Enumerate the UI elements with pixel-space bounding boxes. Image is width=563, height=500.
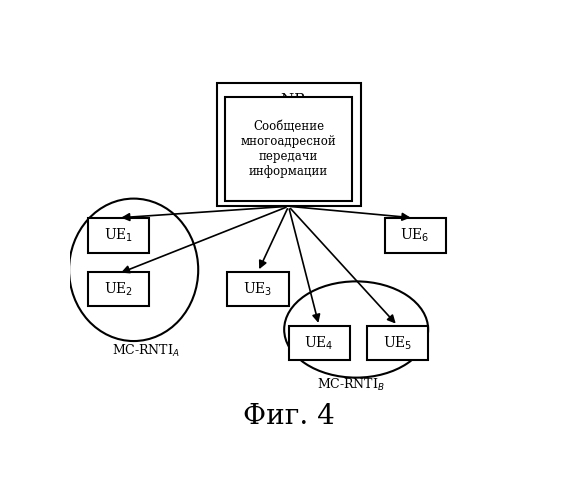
Text: MC-RNTI$_A$: MC-RNTI$_A$ — [112, 342, 180, 358]
Bar — [289, 326, 350, 360]
Bar — [88, 272, 149, 306]
Text: MC-RNTI$_B$: MC-RNTI$_B$ — [317, 378, 385, 394]
Bar — [225, 96, 352, 200]
Bar — [227, 272, 289, 306]
Text: eNB: eNB — [272, 92, 305, 106]
Text: Фиг. 4: Фиг. 4 — [243, 402, 334, 429]
Text: UE$_{3}$: UE$_{3}$ — [243, 280, 272, 298]
Text: UE$_{5}$: UE$_{5}$ — [383, 334, 412, 351]
Bar — [385, 218, 446, 252]
Text: UE$_{4}$: UE$_{4}$ — [305, 334, 334, 351]
Text: Сообщение
многоадресной
передачи
информации: Сообщение многоадресной передачи информа… — [240, 120, 337, 178]
Text: UE$_{6}$: UE$_{6}$ — [400, 226, 430, 244]
Text: UE$_{1}$: UE$_{1}$ — [104, 226, 133, 244]
Bar — [88, 218, 149, 252]
Text: UE$_{2}$: UE$_{2}$ — [104, 280, 133, 298]
Bar — [217, 83, 360, 206]
Bar — [367, 326, 428, 360]
